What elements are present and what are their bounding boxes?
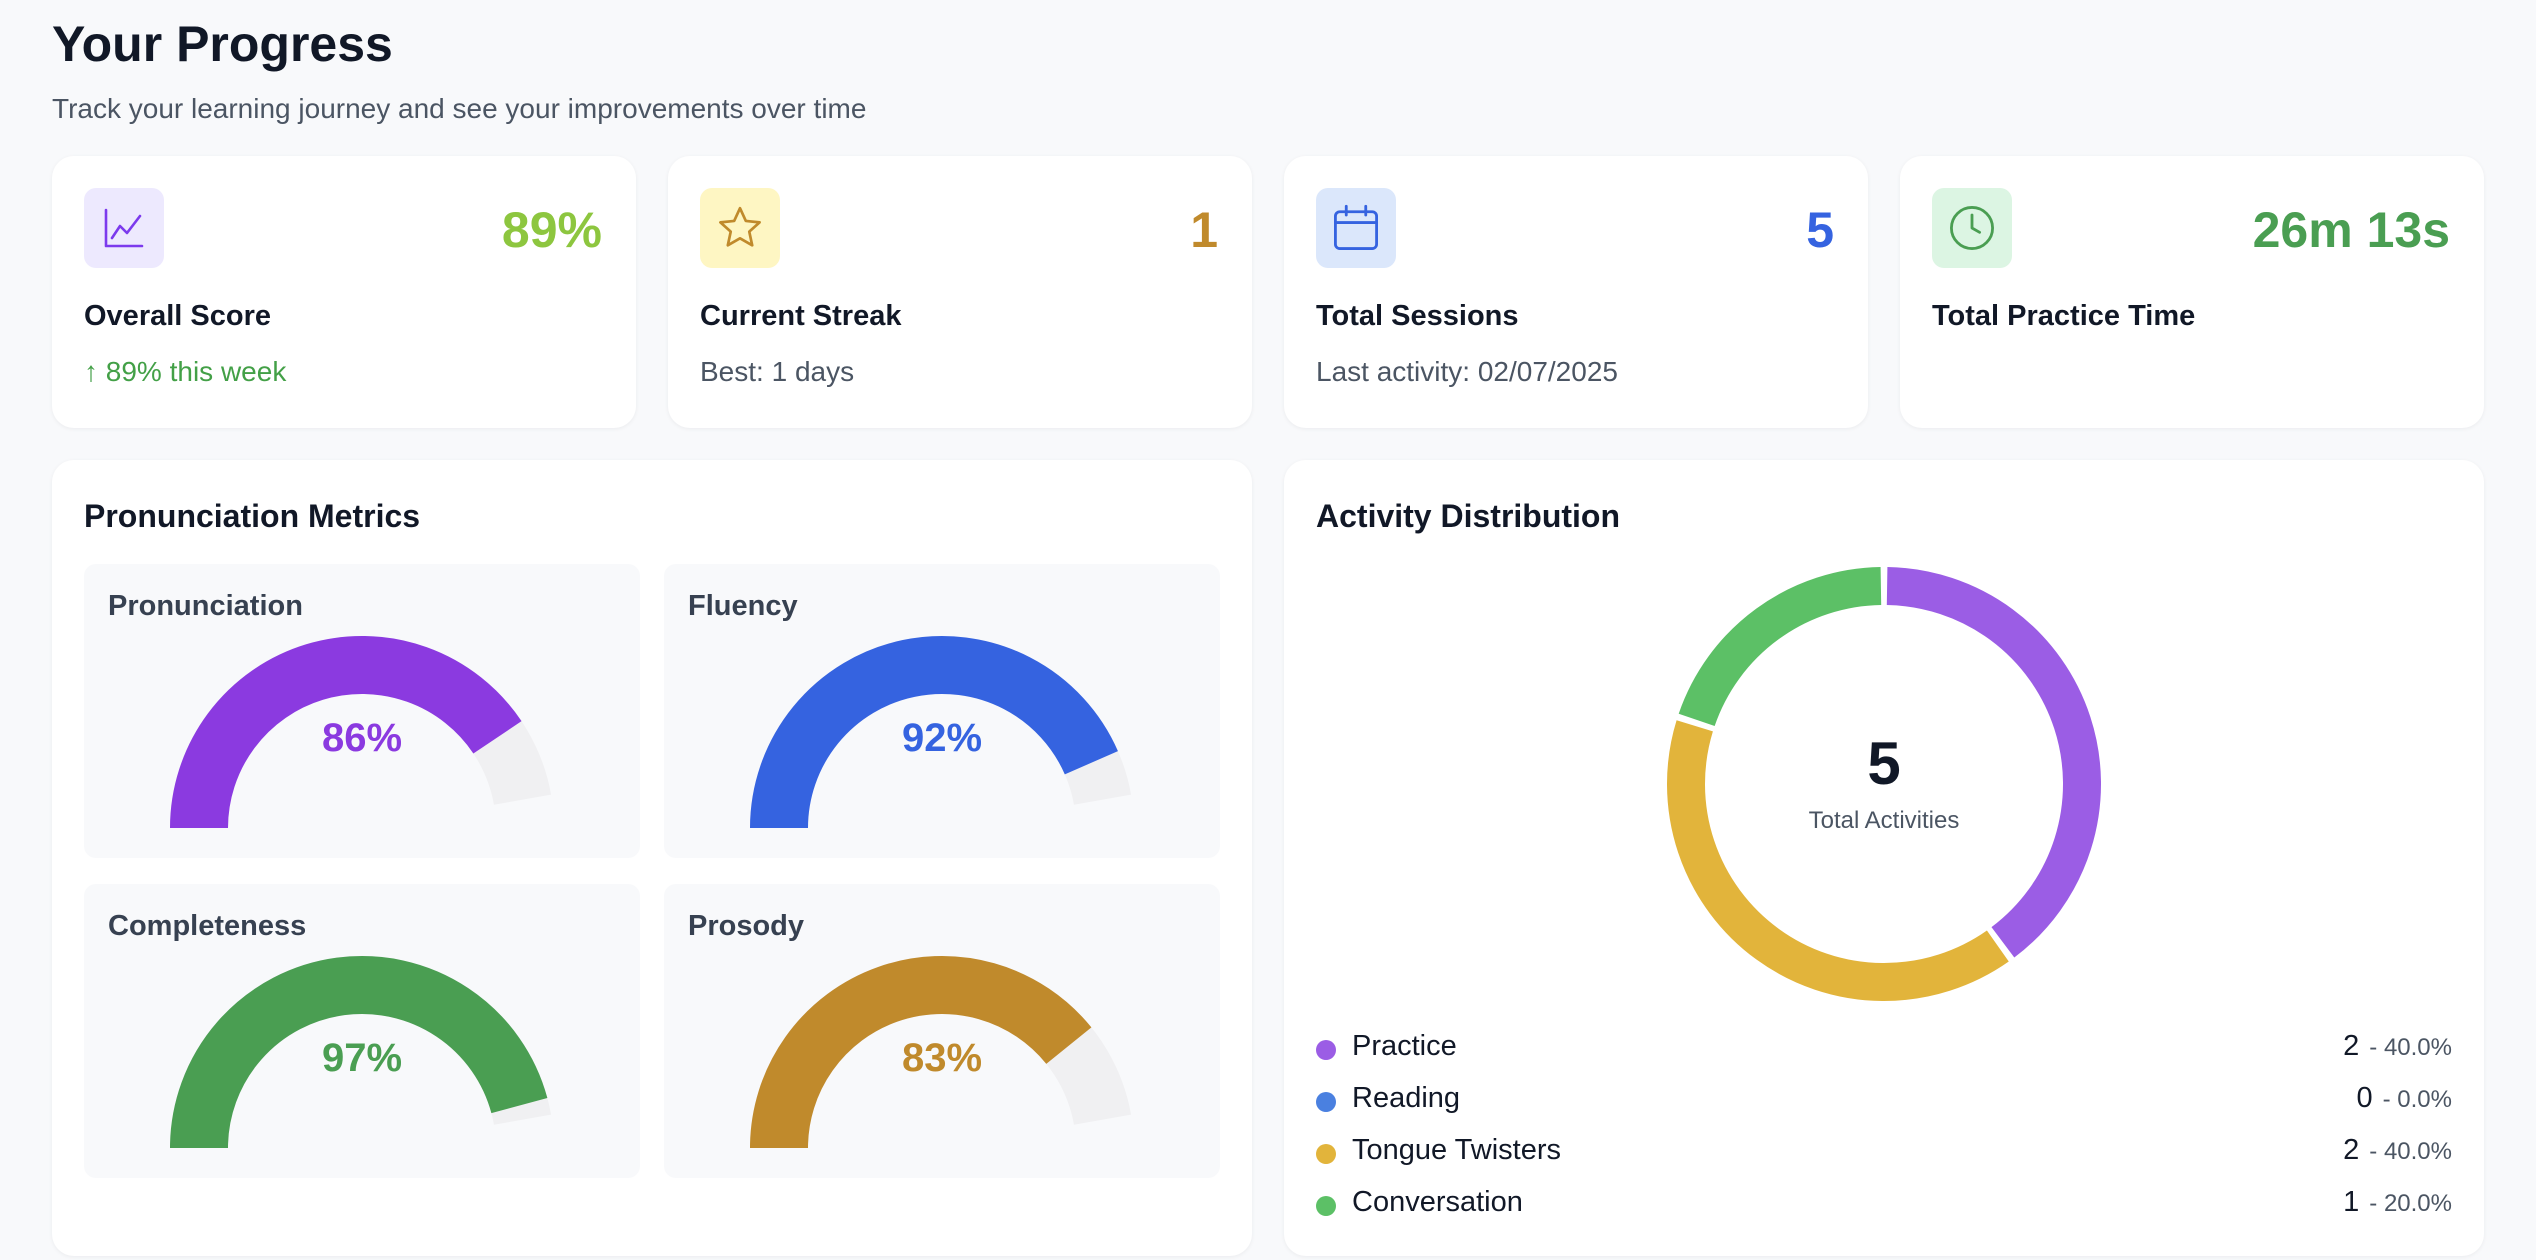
trend-line-chart-icon (84, 188, 164, 268)
legend-label: Conversation (1352, 1186, 1523, 1218)
legend-label: Tongue Twisters (1352, 1134, 1562, 1166)
page-header: Your Progress Track your learning journe… (52, 14, 866, 126)
stat-sub-text: Best: 1 days (700, 356, 855, 387)
stat-card-total-sessions: 5 Total Sessions Last activity: 02/07/20… (1284, 156, 1868, 428)
metric-value: 83% (901, 1036, 983, 1080)
panel-title: Pronunciation Metrics (84, 498, 421, 534)
legend-item-reading: Reading 0 - 0.0% (1316, 1080, 2452, 1120)
stat-card-current-streak: 1 Current Streak Best: 1 days (668, 156, 1252, 428)
stat-label: Current Streak (700, 300, 902, 332)
legend-percent: - 40.0% (2369, 1034, 2452, 1061)
donut-total-value: 5 (1867, 730, 1900, 797)
stat-sub-text: Last activity: 02/07/2025 (1316, 356, 1618, 387)
metric-value: 97% (321, 1036, 403, 1080)
metric-value: 92% (901, 716, 983, 760)
metric-card-fluency: Fluency 92% (664, 564, 1220, 858)
legend-count: 1 (2343, 1186, 2360, 1218)
legend-item-conversation: Conversation 1 - 20.0% (1316, 1184, 2452, 1224)
star-icon (700, 188, 780, 268)
metric-card-prosody: Prosody 83% (664, 884, 1220, 1178)
legend-value: 2 - 40.0% (2343, 1134, 2452, 1167)
legend-value: 0 - 0.0% (2356, 1082, 2452, 1115)
gauge-fill (170, 636, 522, 829)
pronunciation-metrics-panel: Pronunciation Metrics Pronunciation 86% … (52, 460, 1252, 1256)
stat-value: 26m 13s (2252, 202, 2450, 258)
legend-percent: - 20.0% (2369, 1190, 2452, 1217)
activity-distribution-panel: Activity Distribution 5 Total Activities… (1284, 460, 2484, 1256)
stat-label: Total Practice Time (1932, 300, 2196, 332)
clock-icon (1932, 188, 2012, 268)
stat-value: 89% (501, 202, 602, 258)
metric-label: Completeness (108, 910, 307, 942)
stat-card-overall-score: 89% Overall Score ↑ 89% this week (52, 156, 636, 428)
stat-value: 5 (1806, 202, 1834, 258)
legend-dot (1316, 1040, 1336, 1060)
legend-count: 0 (2356, 1082, 2373, 1114)
page-title: Your Progress (52, 16, 393, 72)
legend-count: 2 (2343, 1030, 2360, 1062)
gauge-fill (750, 956, 1092, 1149)
gauge (750, 956, 1132, 1149)
stat-card-total-practice-time: 26m 13s Total Practice Time (1900, 156, 2484, 428)
legend-label: Practice (1352, 1030, 1457, 1062)
metric-label: Pronunciation (108, 590, 303, 622)
legend-percent: - 40.0% (2369, 1138, 2452, 1165)
donut-total-label: Total Activities (1809, 807, 1960, 834)
donut-chart: 5 Total Activities (1667, 567, 2101, 1001)
metric-card-pronunciation: Pronunciation 86% (84, 564, 640, 858)
legend-count: 2 (2343, 1134, 2360, 1166)
stat-label: Overall Score (84, 300, 271, 332)
gauge-fill (750, 636, 1118, 829)
stat-trend-text: ↑ 89% this week (84, 356, 287, 387)
legend-dot (1316, 1144, 1336, 1164)
donut-segment-conversation (1678, 567, 1882, 727)
legend-label: Reading (1352, 1082, 1461, 1114)
legend-dot (1316, 1092, 1336, 1112)
metric-label: Fluency (688, 590, 798, 622)
page-subtitle: Track your learning journey and see your… (52, 93, 867, 124)
gauge-fill (170, 956, 548, 1149)
legend-dot (1316, 1196, 1336, 1216)
metric-value: 86% (321, 716, 403, 760)
metric-card-completeness: Completeness 97% (84, 884, 640, 1178)
legend-item-practice: Practice 2 - 40.0% (1316, 1028, 2452, 1068)
gauge (170, 636, 552, 829)
legend-percent: - 0.0% (2382, 1086, 2452, 1113)
legend-value: 1 - 20.0% (2343, 1186, 2452, 1219)
donut-segment-practice (1886, 567, 2101, 958)
gauge (750, 636, 1132, 829)
legend-item-tongue-twisters: Tongue Twisters 2 - 40.0% (1316, 1132, 2452, 1172)
panel-title: Activity Distribution (1316, 498, 1621, 534)
stat-value: 1 (1190, 202, 1218, 258)
calendar-icon (1316, 188, 1396, 268)
legend-value: 2 - 40.0% (2343, 1030, 2452, 1063)
metric-label: Prosody (688, 910, 805, 942)
gauge (170, 956, 552, 1149)
donut-segment-tongue-twisters (1667, 720, 2009, 1001)
stat-label: Total Sessions (1316, 300, 1519, 332)
